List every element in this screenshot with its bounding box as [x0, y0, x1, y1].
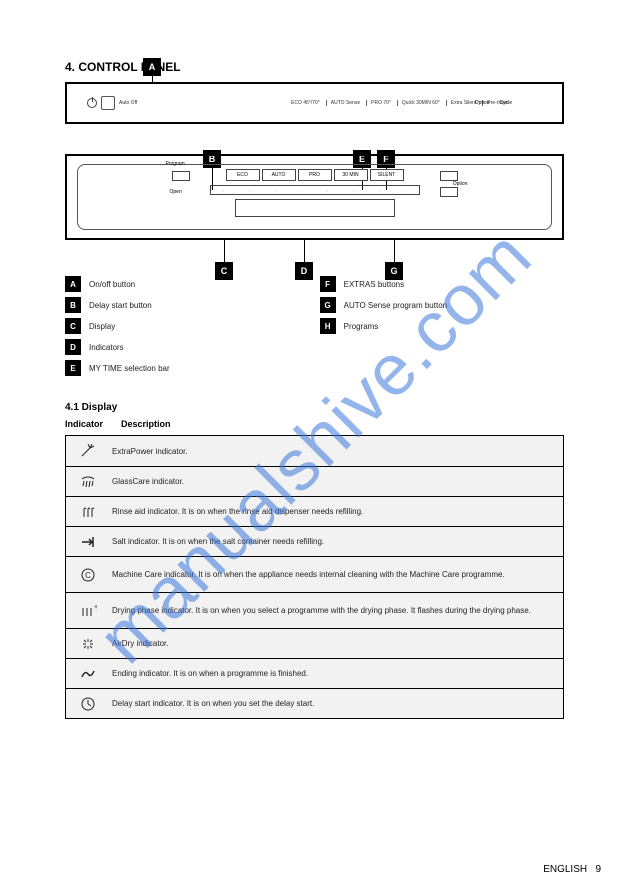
- control-panel-bottom: Program Open Option ECO AUTO PRO 30 MIN …: [65, 154, 564, 240]
- legend-item: BDelay start button: [65, 297, 170, 313]
- program-button-row: ECO AUTO PRO 30 MIN SILENT: [200, 169, 430, 181]
- prog-eco: ECO 45°/70°: [287, 100, 320, 106]
- spray-icon: [74, 444, 102, 458]
- btn-pro[interactable]: PRO: [298, 169, 332, 181]
- indic-text: Machine Care indicator. It is on when th…: [112, 570, 505, 579]
- table-row: Rinse aid indicator. It is on when the r…: [66, 496, 563, 526]
- section-title-display: 4.1 Display: [65, 402, 564, 413]
- legend-item: EMY TIME selection bar: [65, 360, 170, 376]
- svg-text:C: C: [85, 571, 91, 580]
- label-open: Open: [170, 189, 182, 195]
- legend-text: On/off button: [89, 280, 135, 289]
- prog-auto: AUTO Sense: [326, 100, 360, 106]
- left-button[interactable]: [172, 171, 190, 181]
- right-button-upper[interactable]: [440, 171, 458, 181]
- page-footer: ENGLISH 9: [543, 864, 601, 875]
- page-number: 9: [595, 864, 601, 875]
- table-row: Salt indicator. It is on when the salt c…: [66, 526, 563, 556]
- indic-text: GlassCare indicator.: [112, 477, 184, 486]
- auto-off-label: Auto Off: [119, 100, 137, 106]
- legend-columns: AOn/off button BDelay start button CDisp…: [65, 276, 564, 376]
- legend-col-left: AOn/off button BDelay start button CDisp…: [65, 276, 170, 376]
- legend-col-right: FEXTRAS buttons GAUTO Sense program butt…: [320, 276, 447, 376]
- rain-icon: [74, 475, 102, 489]
- sparkle-icon: [74, 637, 102, 651]
- legend-item: GAUTO Sense program button: [320, 297, 447, 313]
- legend-item: DIndicators: [65, 339, 170, 355]
- legend-text: EXTRAS buttons: [344, 280, 404, 289]
- col-description: Description: [121, 419, 171, 429]
- svg-text:+: +: [94, 604, 97, 611]
- waves-icon: [74, 505, 102, 519]
- page-content: 4. CONTROL PANEL A Auto Off ECO 45°/70° …: [0, 0, 629, 759]
- callout-A: A: [143, 58, 161, 84]
- indic-text: AirDry indicator.: [112, 639, 168, 648]
- clock-icon: [74, 697, 102, 711]
- btn-auto[interactable]: AUTO: [262, 169, 296, 181]
- indic-text: Delay start indicator. It is on when you…: [112, 699, 314, 708]
- top-panel-right: Option Cycle: [475, 100, 512, 106]
- indic-text: ExtraPower indicator.: [112, 447, 188, 456]
- indic-text: Rinse aid indicator. It is on when the r…: [112, 507, 363, 516]
- prog-pro: PRO 70°: [366, 100, 391, 106]
- section-title-control-panel: 4. CONTROL PANEL: [65, 60, 564, 74]
- indic-text: Salt indicator. It is on when the salt c…: [112, 537, 324, 546]
- top-option: Option: [475, 100, 490, 106]
- table-row: + Drying phase indicator. It is on when …: [66, 592, 563, 628]
- table-row: Delay start indicator. It is on when you…: [66, 688, 563, 718]
- display-panel-top: Auto Off ECO 45°/70° AUTO Sense PRO 70° …: [65, 82, 564, 124]
- legend-text: AUTO Sense program button: [344, 301, 447, 310]
- table-row: ExtraPower indicator.: [66, 436, 563, 466]
- indicators-header: Indicator Description: [65, 419, 564, 429]
- btn-silent[interactable]: SILENT: [370, 169, 404, 181]
- drying-icon: +: [74, 604, 102, 618]
- btn-eco[interactable]: ECO: [226, 169, 260, 181]
- power-cluster: Auto Off: [87, 96, 137, 110]
- s-wave-icon: [74, 668, 102, 680]
- indicators-table: ExtraPower indicator. GlassCare indicato…: [65, 435, 564, 719]
- table-row: Ending indicator. It is on when a progra…: [66, 658, 563, 688]
- col-indicator: Indicator: [65, 419, 103, 429]
- panel-center-cluster: Program Open Option ECO AUTO PRO 30 MIN …: [200, 169, 430, 225]
- indic-text: Drying phase indicator. It is on when yo…: [112, 606, 531, 615]
- top-cycle: Cycle: [499, 100, 512, 106]
- legend-text: Delay start button: [89, 301, 152, 310]
- legend-text: Indicators: [89, 343, 124, 352]
- legend-item: CDisplay: [65, 318, 170, 334]
- table-row: AirDry indicator.: [66, 628, 563, 658]
- legend-text: Programs: [344, 322, 379, 331]
- right-button-lower[interactable]: [440, 187, 458, 197]
- prog-quick: Quick 30MIN 60°: [397, 100, 440, 106]
- callout-D: D: [295, 240, 313, 280]
- machine-care-icon: C: [74, 567, 102, 583]
- indicator-strip: ········: [210, 185, 420, 195]
- legend-text: MY TIME selection bar: [89, 364, 170, 373]
- legend-text: Display: [89, 322, 115, 331]
- digital-display: [235, 199, 395, 217]
- power-icon: [87, 98, 97, 108]
- callout-G: G: [385, 240, 403, 280]
- table-row: C Machine Care indicator. It is on when …: [66, 556, 563, 592]
- label-program: Program: [166, 161, 185, 167]
- prog-silent: Extra Silent: [446, 100, 477, 106]
- legend-item: AOn/off button: [65, 276, 170, 292]
- callout-C: C: [215, 240, 233, 280]
- arrow-icon: [74, 535, 102, 549]
- legend-item: HPrograms: [320, 318, 447, 334]
- indic-text: Ending indicator. It is on when a progra…: [112, 669, 308, 678]
- power-button[interactable]: [101, 96, 115, 110]
- lang-label: ENGLISH: [543, 864, 587, 875]
- btn-30min[interactable]: 30 MIN: [334, 169, 368, 181]
- table-row: GlassCare indicator.: [66, 466, 563, 496]
- legend-item: FEXTRAS buttons: [320, 276, 447, 292]
